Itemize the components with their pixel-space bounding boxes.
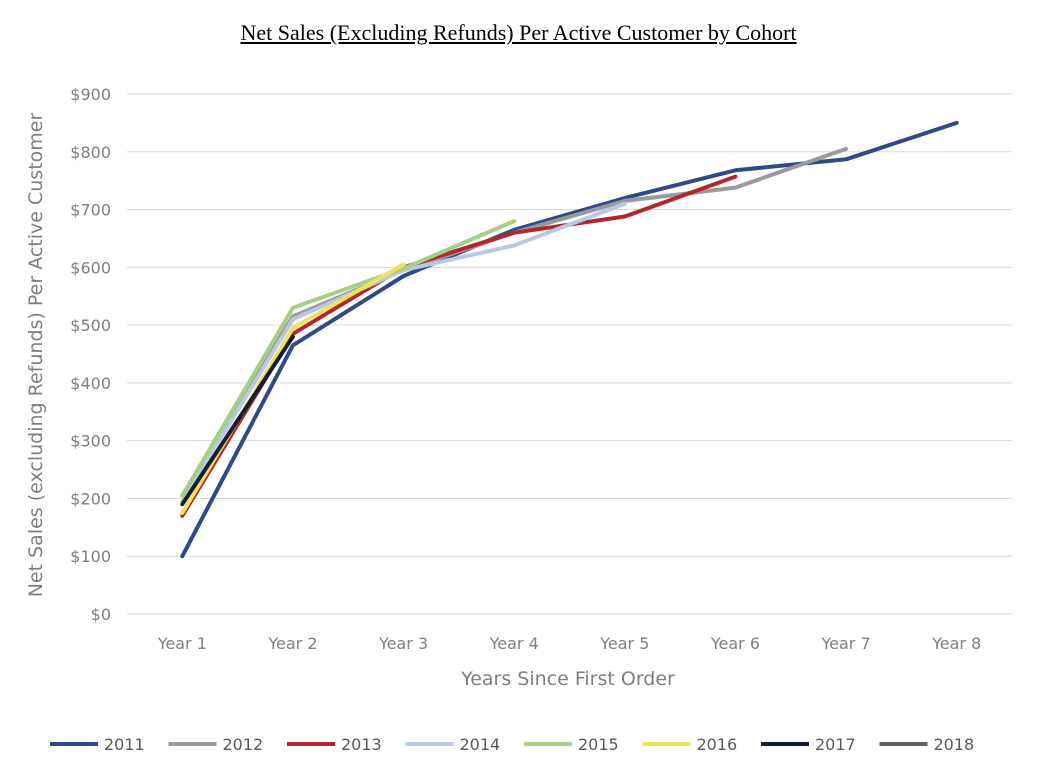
series-line-2012 xyxy=(180,146,849,498)
y-tick-label: $500 xyxy=(70,316,111,335)
y-tick-label: $600 xyxy=(70,258,111,277)
x-axis-title: Years Since First Order xyxy=(460,668,675,690)
x-tick-label: Year 2 xyxy=(267,634,317,653)
series-line-2017 xyxy=(180,334,295,507)
y-tick-label: $900 xyxy=(70,85,111,104)
legend-label: 2015 xyxy=(578,735,619,754)
y-tick-label: $300 xyxy=(70,432,111,451)
y-tick-label: $700 xyxy=(70,201,111,220)
y-tick-label: $400 xyxy=(70,374,111,393)
x-tick-label: Year 1 xyxy=(157,634,207,653)
legend: 2011 2012 2013 2014 2015 2016 2017 2018 xyxy=(50,735,974,754)
series-line-2013 xyxy=(180,174,738,518)
x-tick-label: Year 8 xyxy=(931,634,981,653)
legend-label: 2018 xyxy=(934,735,975,754)
legend-label: 2011 xyxy=(104,735,145,754)
chart-title: Net Sales (Excluding Refunds) Per Active… xyxy=(240,20,797,45)
y-tick-label: $100 xyxy=(70,547,111,566)
grid xyxy=(127,93,1012,615)
x-tick-label: Year 4 xyxy=(489,634,539,653)
series-line-2011 xyxy=(180,120,959,559)
legend-label: 2014 xyxy=(460,735,501,754)
x-tick-label: Year 3 xyxy=(378,634,428,653)
x-tick-label: Year 6 xyxy=(710,634,760,653)
series-line-2016 xyxy=(180,262,406,515)
x-tick-label: Year 5 xyxy=(599,634,649,653)
series-line-2015 xyxy=(180,219,517,498)
y-axis-title: Net Sales (excluding Refunds) Per Active… xyxy=(25,113,47,598)
x-axis-ticks: Year 1 Year 2 Year 3 Year 4 Year 5 Year 6 Year… xyxy=(157,634,982,653)
legend-label: 2017 xyxy=(815,735,856,754)
y-tick-label: $0 xyxy=(91,605,111,624)
legend-label: 2016 xyxy=(697,735,738,754)
legend-label: 2013 xyxy=(341,735,382,754)
y-tick-label: $800 xyxy=(70,143,111,162)
legend-label: 2012 xyxy=(223,735,264,754)
series-line-2014 xyxy=(180,201,627,504)
y-tick-label: $200 xyxy=(70,489,111,508)
series-lines xyxy=(180,120,959,559)
x-tick-label: Year 7 xyxy=(820,634,870,653)
y-axis-ticks: $0 $100 $200 $300 $400 $500 $600 $700 $800 $900 xyxy=(70,85,111,624)
